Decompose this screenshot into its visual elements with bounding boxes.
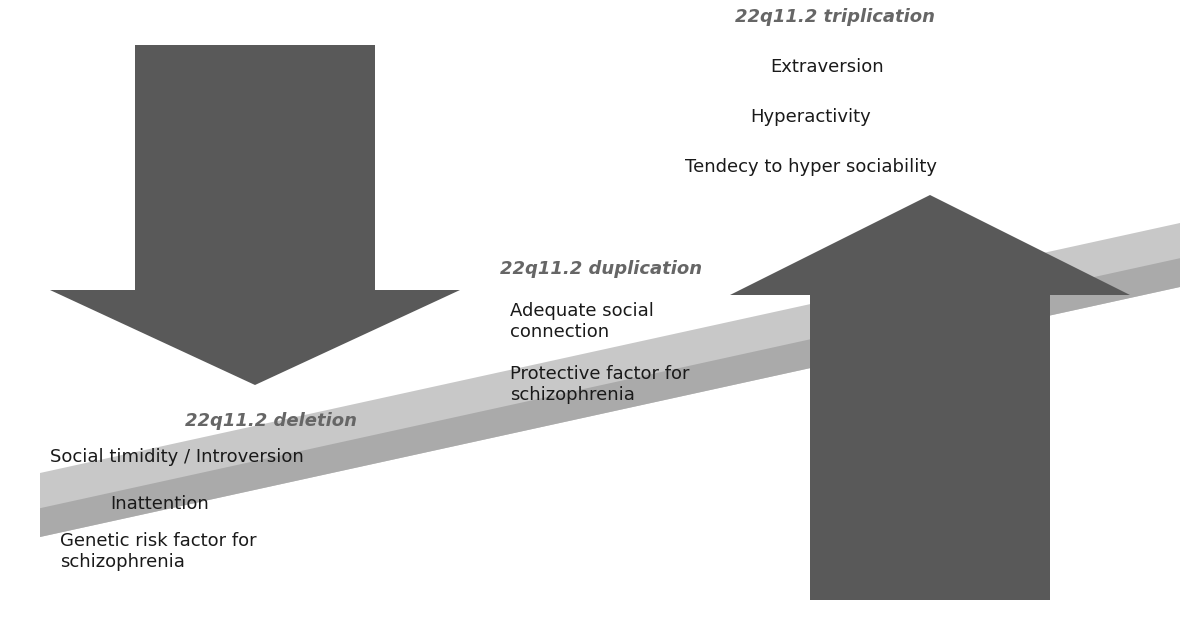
Text: Social timidity / Introversion: Social timidity / Introversion [50,448,304,466]
Text: Extraversion: Extraversion [770,58,883,76]
Text: Protective factor for
schizophrenia: Protective factor for schizophrenia [510,365,690,404]
Polygon shape [730,195,1130,600]
Polygon shape [40,258,1180,537]
Text: Hyperactivity: Hyperactivity [750,108,871,126]
Text: 22q11.2 duplication: 22q11.2 duplication [500,260,702,278]
Text: Adequate social
connection: Adequate social connection [510,302,654,341]
Text: Genetic risk factor for
schizophrenia: Genetic risk factor for schizophrenia [60,532,257,571]
Text: Tendecy to hyper sociability: Tendecy to hyper sociability [685,158,937,176]
Text: 22q11.2 deletion: 22q11.2 deletion [185,412,358,430]
Text: Inattention: Inattention [110,495,209,513]
Polygon shape [50,45,460,385]
Polygon shape [40,223,1180,537]
Text: 22q11.2 triplication: 22q11.2 triplication [734,8,935,26]
